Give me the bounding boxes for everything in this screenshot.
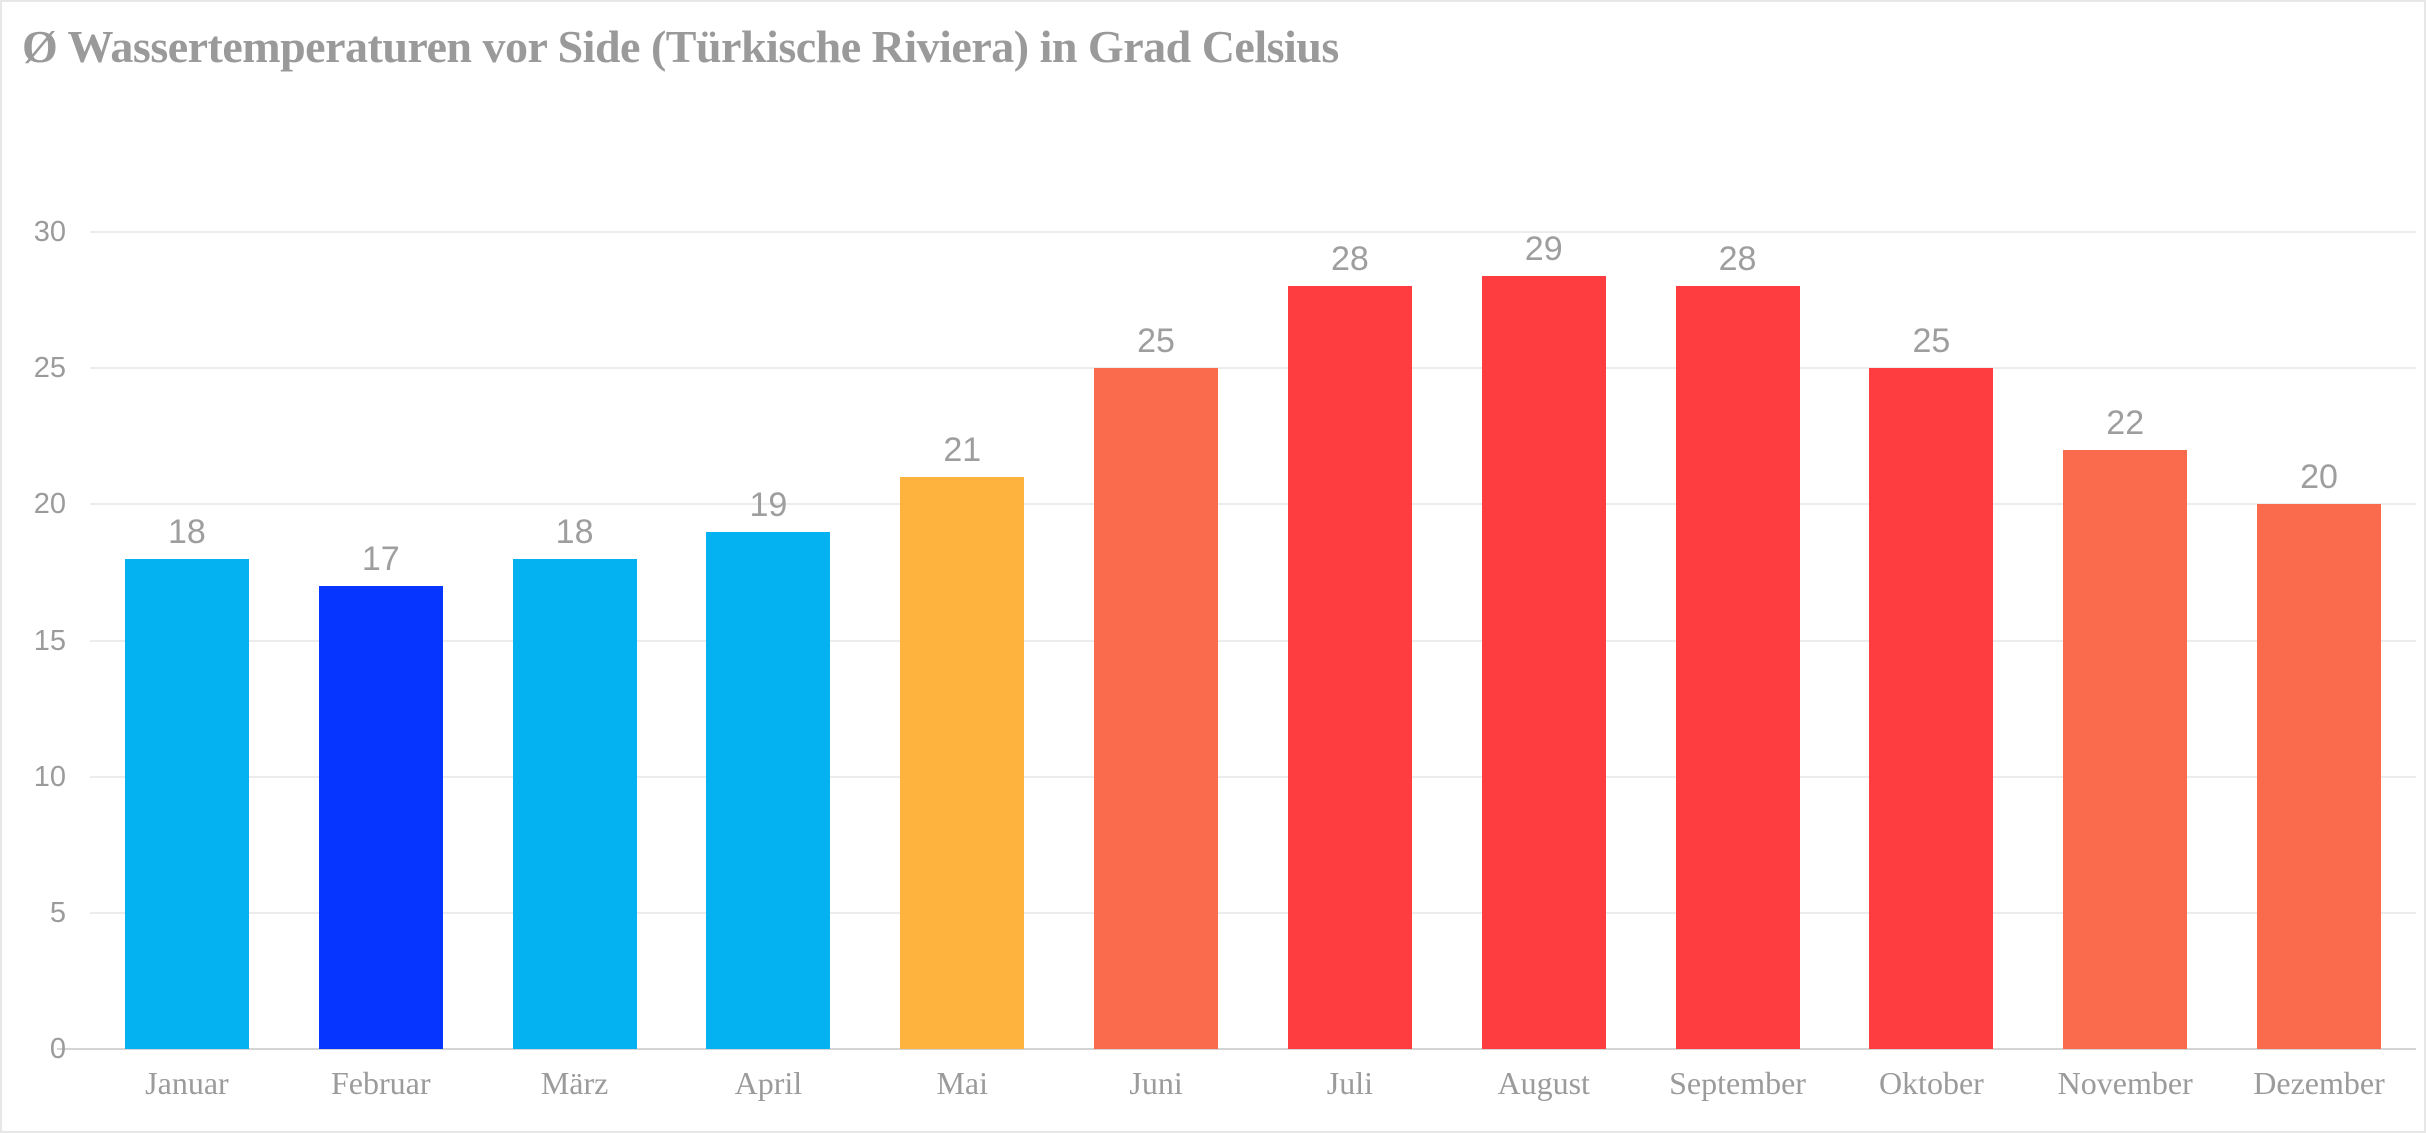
bar-group-januar: 18 Januar bbox=[90, 232, 284, 1101]
y-tick-label-5: 5 bbox=[49, 896, 66, 929]
bar-april bbox=[706, 531, 831, 1049]
x-axis-label-oktober: Oktober bbox=[1878, 1065, 1984, 1101]
y-tick-label-0: 0 bbox=[49, 1033, 66, 1065]
bar-februar bbox=[318, 586, 443, 1049]
y-tick-label-10: 10 bbox=[33, 760, 66, 793]
chart-title: Ø Wassertemperaturen vor Side (Türkische… bbox=[22, 21, 1339, 72]
x-axis-label-märz: März bbox=[540, 1065, 609, 1101]
bar-juni bbox=[1094, 368, 1219, 1049]
bar-group-märz: 18 März bbox=[478, 232, 672, 1101]
x-axis-label-februar: Februar bbox=[330, 1065, 431, 1101]
y-tick-label-15: 15 bbox=[33, 624, 66, 657]
bar-value-label: 25 bbox=[1912, 322, 1951, 361]
y-tick-label-30: 30 bbox=[33, 216, 66, 248]
bar-group-mai: 21 Mai bbox=[865, 232, 1059, 1101]
bar-group-april: 19 April bbox=[671, 232, 865, 1101]
bar-value-label: 28 bbox=[1718, 240, 1757, 279]
bar-value-label: 20 bbox=[2300, 458, 2338, 497]
bar-value-label: 17 bbox=[361, 540, 400, 579]
bar-value-label: 18 bbox=[555, 512, 594, 551]
plot-area: 0 5 10 15 20 25 30 18 Januar 17 Februar 18 März 19 Ap… bbox=[34, 216, 2416, 1101]
y-tick-label-20: 20 bbox=[33, 488, 66, 521]
bar-group-dezember: 20 Dezember bbox=[2222, 232, 2416, 1101]
bar-value-label: 29 bbox=[1524, 230, 1563, 268]
bar-value-label: 21 bbox=[943, 431, 982, 470]
bar-value-label: 19 bbox=[749, 485, 788, 524]
bar-juli bbox=[1287, 286, 1412, 1049]
x-axis-label-august: August bbox=[1497, 1065, 1590, 1101]
x-axis-label-januar: Januar bbox=[145, 1065, 229, 1101]
x-axis-label-november: November bbox=[2057, 1065, 2193, 1101]
bar-dezember bbox=[2257, 504, 2382, 1049]
bar-group-september: 28 September bbox=[1641, 232, 1835, 1101]
bar-group-oktober: 25 Oktober bbox=[1834, 232, 2028, 1101]
x-axis-label-juni: Juni bbox=[1129, 1065, 1183, 1101]
y-tick-label-25: 25 bbox=[33, 352, 66, 385]
bar-group-november: 22 November bbox=[2028, 232, 2222, 1101]
bar-group-august: 29 August bbox=[1447, 230, 1641, 1101]
gridline-5 bbox=[90, 911, 2416, 914]
bar-januar bbox=[124, 558, 249, 1049]
x-axis-label-juli: Juli bbox=[1326, 1065, 1373, 1101]
bar-mai bbox=[900, 477, 1025, 1049]
bar-august bbox=[1481, 276, 1606, 1049]
gridline-30 bbox=[90, 231, 2416, 233]
bar-group-juli: 28 Juli bbox=[1253, 232, 1447, 1101]
x-axis-label-april: April bbox=[734, 1065, 803, 1101]
bar-value-label: 22 bbox=[2106, 403, 2145, 442]
bar-märz bbox=[512, 558, 637, 1049]
gridline-20 bbox=[90, 503, 2416, 506]
x-axis-line bbox=[57, 1048, 2416, 1050]
gridline-10 bbox=[90, 775, 2416, 778]
bar-oktober bbox=[1869, 368, 1994, 1049]
bar-value-label: 28 bbox=[1330, 240, 1369, 279]
bar-value-label: 18 bbox=[168, 512, 206, 551]
bar-value-label: 25 bbox=[1137, 322, 1175, 361]
bar-group-februar: 17 Februar bbox=[284, 232, 478, 1101]
bars-layer: 18 Januar 17 Februar 18 März 19 April 21 Mai 25 Jun… bbox=[90, 230, 2416, 1101]
bar-group-juni: 25 Juni bbox=[1059, 232, 1253, 1101]
x-axis-label-september: September bbox=[1669, 1065, 1806, 1101]
gridline-15 bbox=[90, 639, 2416, 642]
gridline-25 bbox=[90, 367, 2416, 370]
bar-november bbox=[2063, 449, 2188, 1049]
x-axis-label-dezember: Dezember bbox=[2253, 1065, 2385, 1101]
x-axis-label-mai: Mai bbox=[936, 1065, 988, 1101]
bar-september bbox=[1675, 286, 1800, 1049]
